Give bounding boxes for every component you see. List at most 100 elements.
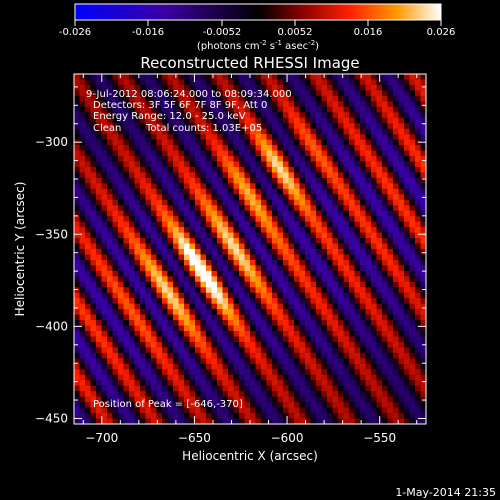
heatmap-cell (167, 374, 174, 381)
heatmap-cell (371, 402, 377, 408)
heatmap-cell (74, 205, 80, 212)
heatmap-cell (228, 292, 234, 299)
heatmap-cell (107, 238, 113, 244)
heatmap-cell (151, 276, 157, 283)
heatmap-cell (415, 298, 421, 305)
heatmap-cell (393, 123, 399, 130)
heatmap-cell (327, 134, 333, 141)
heatmap-cell (261, 243, 267, 250)
heatmap-cell (90, 128, 97, 135)
heatmap-cell (404, 145, 410, 151)
heatmap-cell (195, 123, 201, 130)
heatmap-cell (332, 172, 339, 179)
heatmap-cell (283, 374, 289, 381)
heatmap-cell (288, 396, 295, 403)
heatmap-cell (140, 232, 146, 239)
heatmap-cell (371, 243, 377, 250)
heatmap-cell (129, 265, 135, 272)
heatmap-cell (321, 183, 328, 190)
heatmap-cell (310, 216, 317, 223)
heatmap-cell (96, 374, 102, 381)
heatmap-cell (129, 413, 135, 419)
heatmap-cell (294, 84, 300, 91)
heatmap-cell (112, 145, 119, 151)
heatmap-cell (360, 413, 366, 419)
heatmap-cell (145, 402, 152, 408)
heatmap-cell (173, 336, 179, 343)
heatmap-cell (250, 90, 256, 97)
heatmap-cell (409, 221, 416, 228)
heatmap-cell (294, 391, 300, 398)
heatmap-cell (140, 347, 146, 354)
heatmap-cell (321, 341, 328, 348)
annotation-peak: Position of Peak = [-646,-370] (93, 399, 243, 410)
heatmap-cell (299, 205, 306, 212)
y-tick-label: −400 (35, 319, 68, 333)
heatmap-cell (371, 128, 377, 135)
heatmap-cell (129, 259, 135, 266)
heatmap-cell (332, 363, 339, 370)
heatmap-cell (101, 194, 108, 201)
heatmap-cell (338, 139, 344, 146)
heatmap-cell (338, 320, 344, 326)
heatmap-cell (420, 325, 427, 332)
heatmap-cell (123, 205, 130, 212)
heatmap-cell (228, 407, 234, 414)
heatmap-cell (206, 413, 212, 419)
heatmap-cell (266, 79, 273, 86)
heatmap-cell (349, 238, 355, 244)
heatmap-cell (107, 418, 113, 425)
heatmap-cell (294, 331, 300, 337)
heatmap-cell (222, 221, 229, 228)
heatmap-cell (332, 177, 339, 184)
heatmap-cell (233, 139, 240, 146)
heatmap-cell (266, 287, 273, 294)
heatmap-cell (250, 396, 256, 403)
heatmap-cell (398, 341, 405, 348)
heatmap-cell (239, 314, 245, 321)
heatmap-cell (327, 205, 333, 212)
heatmap-cell (420, 320, 427, 326)
heatmap-cell (382, 243, 388, 250)
heatmap-cell (173, 265, 179, 272)
heatmap-cell (189, 188, 196, 195)
heatmap-cell (151, 166, 157, 173)
heatmap-cell (244, 369, 251, 376)
heatmap-cell (316, 199, 322, 206)
heatmap-cell (250, 161, 256, 168)
heatmap-cell (371, 216, 377, 223)
heatmap-cell (261, 194, 267, 201)
heatmap-cell (173, 243, 179, 250)
heatmap-cell (228, 369, 234, 376)
heatmap-cell (338, 150, 344, 157)
heatmap-cell (217, 232, 223, 239)
heatmap-cell (85, 112, 91, 119)
heatmap-cell (409, 407, 416, 414)
heatmap-cell (349, 156, 355, 162)
heatmap-cell (266, 331, 273, 337)
heatmap-cell (250, 287, 256, 294)
heatmap-cell (123, 128, 130, 135)
heatmap-cell (272, 391, 278, 398)
heatmap-cell (200, 161, 207, 168)
heatmap-cell (123, 407, 130, 414)
heatmap-cell (409, 276, 416, 283)
heatmap-cell (239, 254, 245, 261)
heatmap-cell (162, 276, 168, 283)
heatmap-cell (211, 298, 218, 305)
heatmap-cell (409, 385, 416, 392)
heatmap-cell (398, 139, 405, 146)
heatmap-cell (321, 123, 328, 130)
heatmap-cell (409, 128, 416, 135)
heatmap-cell (151, 396, 157, 403)
x-tick-label: −650 (178, 431, 211, 445)
heatmap-cell (393, 139, 399, 146)
heatmap-cell (118, 276, 124, 283)
heatmap-cell (112, 95, 119, 102)
heatmap-cell (129, 243, 135, 250)
heatmap-cell (206, 161, 212, 168)
heatmap-cell (244, 391, 251, 398)
heatmap-cell (371, 199, 377, 206)
heatmap-cell (398, 320, 405, 326)
heatmap-cell (123, 216, 130, 223)
